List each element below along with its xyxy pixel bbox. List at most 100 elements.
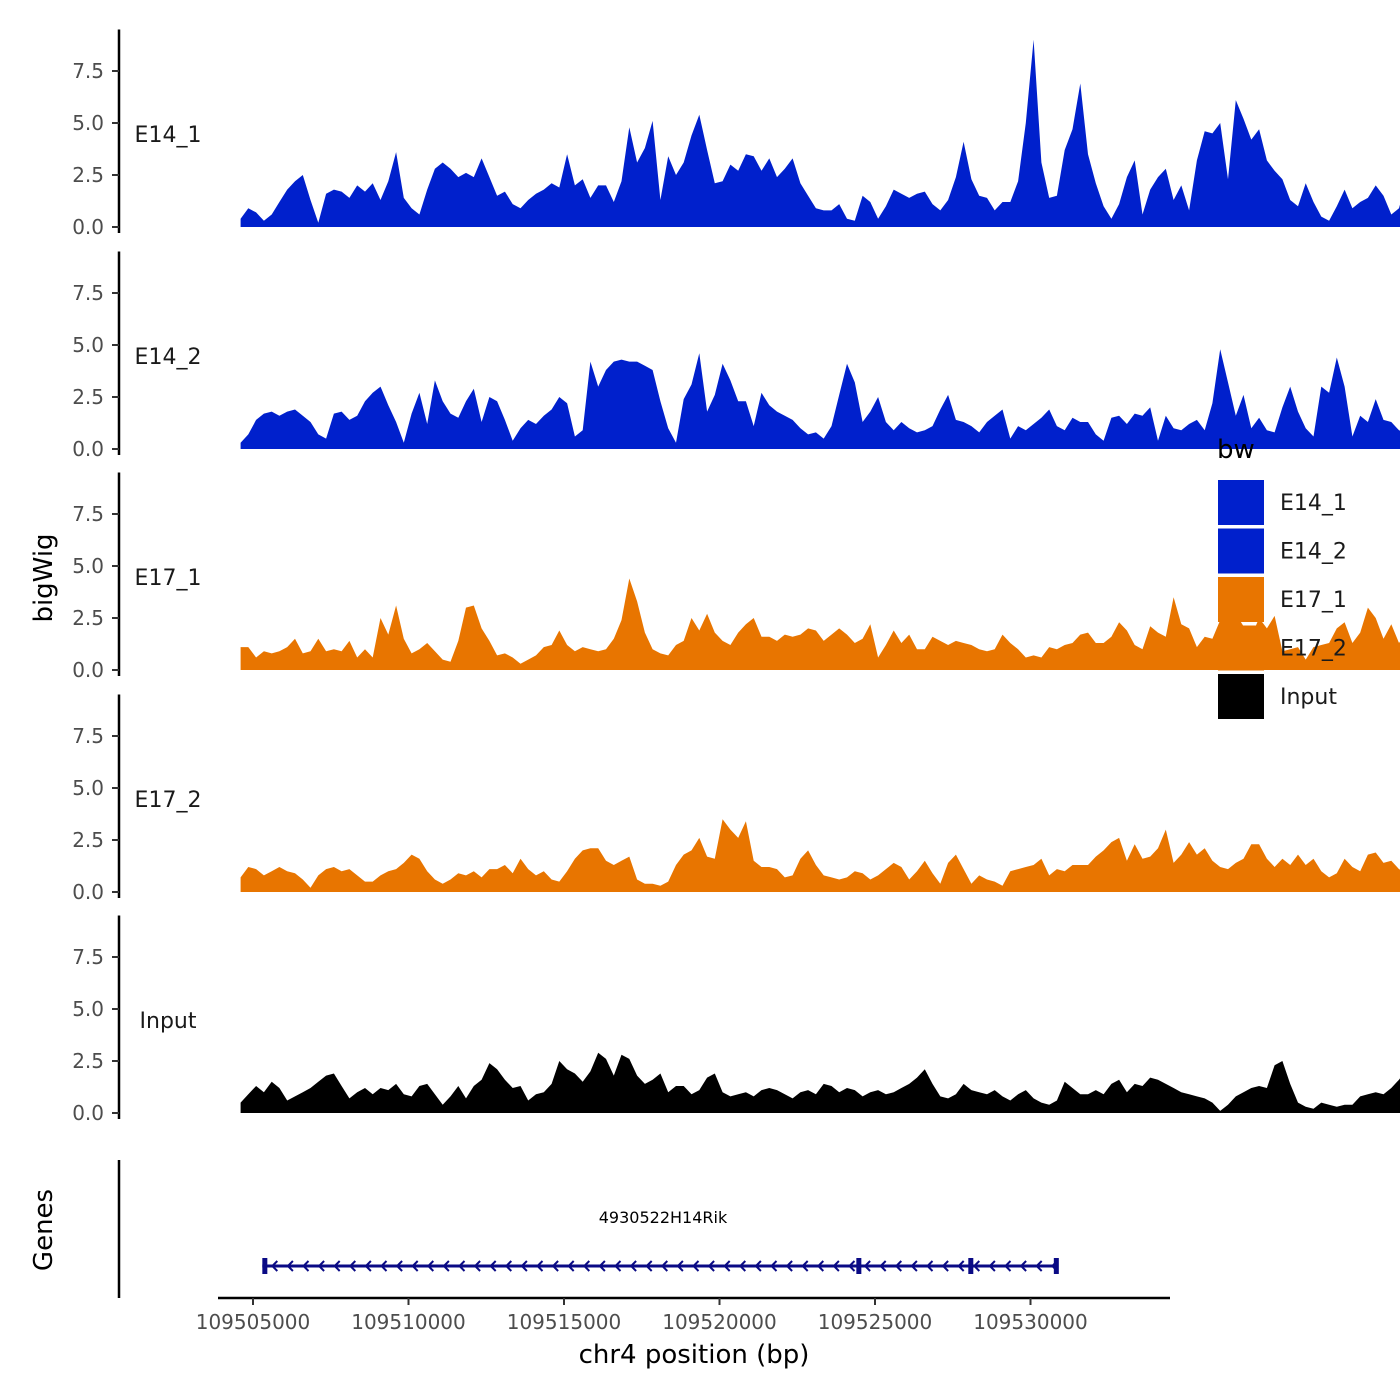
strand-arrow [411, 1260, 419, 1272]
strand-arrow [348, 1260, 357, 1272]
y-tick-label: 5.0 [72, 997, 104, 1021]
strand-arrow [926, 1260, 934, 1272]
strand-arrow [894, 1260, 903, 1272]
strand-arrow [582, 1260, 591, 1272]
x-tick-label: 109505000 [196, 1310, 311, 1334]
strand-arrow [816, 1260, 825, 1272]
y-tick-label: 0.0 [72, 215, 104, 239]
y-tick-label: 7.5 [72, 59, 104, 83]
legend-label-E14_1: E14_1 [1280, 491, 1347, 516]
strand-arrow [723, 1260, 731, 1272]
y-axis-title: bigWig [29, 533, 59, 622]
legend-swatch-E17_1 [1218, 577, 1264, 622]
y-tick-label: 5.0 [72, 111, 104, 135]
y-tick-label: 2.5 [72, 385, 104, 409]
track-label: E14_1 [135, 123, 202, 148]
strand-arrow [614, 1260, 622, 1272]
legend-label-E17_2: E17_2 [1280, 637, 1347, 662]
y-tick-label: 0.0 [72, 880, 104, 904]
x-axis: chr4 position (bp) 109505000 109510000 109… [196, 1296, 1170, 1370]
coverage-area-E14_2 [240, 349, 1400, 449]
y-tick-label: 5.0 [72, 554, 104, 578]
y-tick-label: 0.0 [72, 437, 104, 461]
strand-arrow [473, 1260, 481, 1272]
legend: bw E14_1 E14_2 E17_1 E17_2 Input [1217, 435, 1347, 719]
strand-arrow [364, 1260, 372, 1272]
y-tick-label: 7.5 [72, 281, 104, 305]
legend-swatch-E14_1 [1218, 480, 1264, 525]
track-label: E17_2 [135, 788, 202, 813]
strand-arrow [738, 1260, 747, 1272]
y-tick-label: 7.5 [72, 945, 104, 969]
strand-arrow [957, 1260, 965, 1272]
strand-arrow [598, 1260, 606, 1272]
strand-arrow [333, 1260, 341, 1272]
strand-arrow [270, 1260, 279, 1272]
track-label: E17_1 [135, 566, 202, 591]
strand-arrow [551, 1260, 559, 1272]
strand-arrow [910, 1260, 918, 1272]
strand-arrow [629, 1260, 637, 1272]
strand-arrow [286, 1260, 294, 1272]
strand-arrow [489, 1260, 497, 1272]
y-tick-label: 0.0 [72, 658, 104, 682]
strand-arrow [754, 1260, 762, 1272]
gene-name-label: 4930522H14Rik [599, 1208, 728, 1227]
strand-arrow [863, 1260, 871, 1272]
strand-arrow [972, 1260, 981, 1272]
gene-exon [968, 1258, 974, 1274]
strand-arrow [426, 1260, 435, 1272]
track-label: Input [140, 1009, 197, 1034]
strand-arrow [1019, 1260, 1027, 1272]
strand-arrow [1004, 1260, 1012, 1272]
strand-arrow [988, 1260, 996, 1272]
x-tick-label: 109515000 [507, 1310, 622, 1334]
legend-swatch-Input [1218, 674, 1264, 719]
strand-arrow [832, 1260, 840, 1272]
strand-arrow [692, 1260, 700, 1272]
track-E14_1: 0.0 2.5 5.0 7.5 E14_1 [72, 29, 1400, 239]
y-tick-label: 2.5 [72, 828, 104, 852]
y-tick-label: 5.0 [72, 333, 104, 357]
x-tick-label: 109520000 [662, 1310, 777, 1334]
strand-arrow [1035, 1260, 1043, 1272]
strand-arrow [660, 1260, 669, 1272]
legend-title: bw [1217, 435, 1255, 465]
x-tick-label: 109510000 [351, 1310, 466, 1334]
strand-arrow [770, 1260, 778, 1272]
strand-arrow [941, 1260, 949, 1272]
strand-arrow [848, 1260, 856, 1272]
strand-arrow [801, 1260, 809, 1272]
coverage-area-E17_1 [240, 578, 1400, 670]
coverage-area-E17_2 [240, 819, 1400, 892]
strand-arrow [645, 1260, 653, 1272]
coverage-area-Input [240, 1052, 1400, 1113]
strand-arrow [317, 1260, 325, 1272]
y-tick-label: 2.5 [72, 1049, 104, 1073]
strand-arrow [567, 1260, 575, 1272]
strand-arrow [879, 1260, 887, 1272]
y-tick-label: 7.5 [72, 502, 104, 526]
track-E14_2: 0.0 2.5 5.0 7.5 E14_2 [72, 251, 1400, 461]
strand-arrow [504, 1260, 513, 1272]
gene-exon [856, 1258, 862, 1274]
legend-label-Input: Input [1280, 685, 1337, 710]
genes-track: Genes 4930522H14Rik [29, 1160, 1059, 1298]
legend-swatch-E17_2 [1218, 625, 1264, 671]
coverage-area-E14_1 [240, 39, 1400, 227]
track-E17_1: 0.0 2.5 5.0 7.5 E17_1 [72, 472, 1400, 682]
track-Input: 0.0 2.5 5.0 7.5 Input [72, 915, 1400, 1125]
legend-label-E17_1: E17_1 [1280, 588, 1347, 613]
strand-arrow [707, 1260, 715, 1272]
gene-exon [262, 1258, 268, 1274]
strand-arrow [380, 1260, 388, 1272]
y-tick-label: 2.5 [72, 606, 104, 630]
genes-track-label: Genes [29, 1189, 59, 1271]
x-tick-label: 109525000 [818, 1310, 933, 1334]
y-tick-label: 7.5 [72, 724, 104, 748]
x-axis-title: chr4 position (bp) [579, 1340, 810, 1370]
strand-arrow [785, 1260, 793, 1272]
strand-arrow [395, 1260, 403, 1272]
y-tick-label: 2.5 [72, 163, 104, 187]
legend-swatch-E14_2 [1218, 528, 1264, 574]
